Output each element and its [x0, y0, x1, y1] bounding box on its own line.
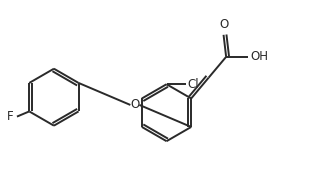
Text: Cl: Cl	[187, 78, 199, 91]
Text: OH: OH	[250, 50, 268, 63]
Text: F: F	[7, 110, 14, 123]
Text: O: O	[219, 18, 228, 31]
Text: O: O	[130, 98, 140, 112]
